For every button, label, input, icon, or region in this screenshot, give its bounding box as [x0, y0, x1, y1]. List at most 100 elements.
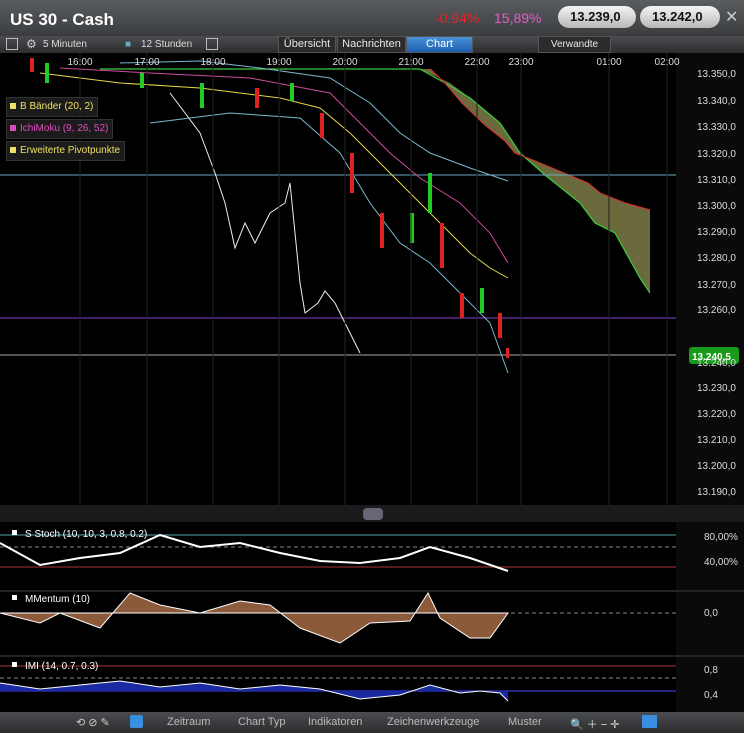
candle [255, 88, 259, 108]
zoom-icons[interactable]: 🔍 ＋ − ✛ [570, 719, 620, 731]
indicator-label: S Stoch (10, 10, 3, 0.8, 0.2) [25, 529, 147, 540]
indicator-level: 0,0 [704, 608, 718, 619]
price-label: 13.210,0 [697, 435, 736, 446]
indicator-box [12, 530, 17, 535]
price-label: 13.320,0 [697, 149, 736, 160]
stoch-line [0, 533, 509, 572]
time-label: 16:00 [67, 57, 92, 68]
legend-label: B Bänder (20, 2) [20, 101, 94, 112]
legend-item[interactable]: IchiMoku (9, 26, 52) [6, 119, 114, 139]
range[interactable]: 12 Stunden [141, 39, 193, 50]
calendar-icon[interactable] [206, 38, 218, 50]
menu[interactable]: Zeitraum [167, 716, 211, 728]
time-label: 01:00 [596, 57, 621, 68]
candle [350, 153, 354, 193]
bottom-toolbar: ⟲ ⊘ ✎ Zeitraum Chart Typ Indikatoren Zei… [0, 712, 744, 733]
icon[interactable] [130, 715, 143, 728]
indicator-label: IMI (14, 0.7, 0.3) [25, 661, 98, 672]
cloud-line [429, 68, 651, 211]
title: US 30 - Cash [10, 10, 114, 29]
candle [140, 73, 144, 88]
candle [200, 83, 204, 108]
price-label: 13.190,0 [697, 487, 736, 498]
time-label: 19:00 [266, 57, 291, 68]
buy-button[interactable]: 13.242,0 [640, 6, 720, 28]
indicator-level: 80,00% [704, 532, 738, 543]
price-label: 13.220,0 [697, 409, 736, 420]
indicator-box [12, 595, 17, 600]
imi-area [0, 681, 508, 701]
legend-item[interactable]: B Bänder (20, 2) [6, 97, 99, 117]
axis-bg [676, 53, 744, 712]
menu[interactable]: Indikatoren [308, 716, 363, 728]
time-label: 20:00 [332, 57, 357, 68]
time-label: 18:00 [200, 57, 225, 68]
panel-divider [0, 655, 744, 657]
price-label: 13.260,0 [697, 305, 736, 316]
price-label: 13.230,0 [697, 383, 736, 394]
close-line [169, 92, 361, 354]
candle [320, 113, 324, 138]
indicator-level: 0,4 [704, 690, 718, 701]
candle [428, 173, 432, 213]
indicator-box [12, 662, 17, 667]
boll-lower [149, 112, 509, 374]
menu[interactable]: Chart Typ [238, 716, 286, 728]
time-label: 23:00 [508, 57, 533, 68]
time-label: 22:00 [464, 57, 489, 68]
close-button[interactable]: ✕ [725, 9, 739, 26]
boll-mid [39, 72, 509, 279]
current-price: 13.240,5 [692, 352, 731, 363]
price-label: 13.330,0 [697, 122, 736, 133]
lock-icon: ■ [125, 39, 132, 50]
indicator-label: MMentum (10) [25, 594, 90, 605]
ichimoku [59, 67, 509, 264]
icon[interactable]: ⟲ ⊘ ✎ [76, 717, 110, 729]
time-label: 02:00 [654, 57, 679, 68]
candle [380, 213, 384, 248]
price-label: 13.340,0 [697, 96, 736, 107]
candle [498, 313, 502, 338]
price-label: 13.280,0 [697, 253, 736, 264]
cloud-line [100, 68, 651, 294]
icon[interactable] [642, 715, 657, 728]
legend-label: IchiMoku (9, 26, 52) [20, 123, 109, 134]
tab[interactable]: Verwandte [538, 36, 611, 53]
price-label: 13.300,0 [697, 201, 736, 212]
price-label: 13.290,0 [697, 227, 736, 238]
price-badge [689, 347, 739, 364]
momentum [0, 591, 509, 644]
candle [30, 58, 34, 72]
price-label: 13.270,0 [697, 280, 736, 291]
candle [440, 223, 444, 268]
boll-upper [119, 60, 509, 182]
menu[interactable]: Muster [508, 716, 542, 728]
price-label: 13.350,0 [697, 69, 736, 80]
price-label: 13.310,0 [697, 175, 736, 186]
splitter-handle[interactable] [363, 508, 383, 520]
candle [480, 288, 484, 313]
tab[interactable]: Chart [406, 36, 473, 53]
change: -0,94% [435, 10, 480, 26]
indicator-level: 40,00% [704, 557, 738, 568]
menu[interactable]: Zeichenwerkzeuge [387, 716, 480, 728]
candle [506, 348, 509, 358]
price-label: 13.200,0 [697, 461, 736, 472]
legend-label: Erweiterte Pivotpunkte [20, 145, 121, 156]
candle [460, 293, 464, 318]
list-icon[interactable] [6, 38, 18, 50]
tab[interactable]: Übersicht [278, 36, 336, 53]
tab[interactable]: Nachrichten [337, 36, 406, 53]
legend-item[interactable]: Erweiterte Pivotpunkte [6, 141, 126, 161]
sell-button[interactable]: 13.239,0 [558, 6, 636, 28]
interval[interactable]: 5 Minuten [43, 39, 87, 50]
volatility: 15,89% [494, 10, 542, 26]
candles [30, 58, 509, 358]
candle [290, 83, 294, 101]
panel-divider [0, 590, 744, 592]
gear-icon[interactable]: ⚙ [26, 37, 37, 51]
price-label: 13.240,0 [697, 358, 736, 369]
candle [410, 213, 414, 243]
candle [45, 63, 49, 83]
